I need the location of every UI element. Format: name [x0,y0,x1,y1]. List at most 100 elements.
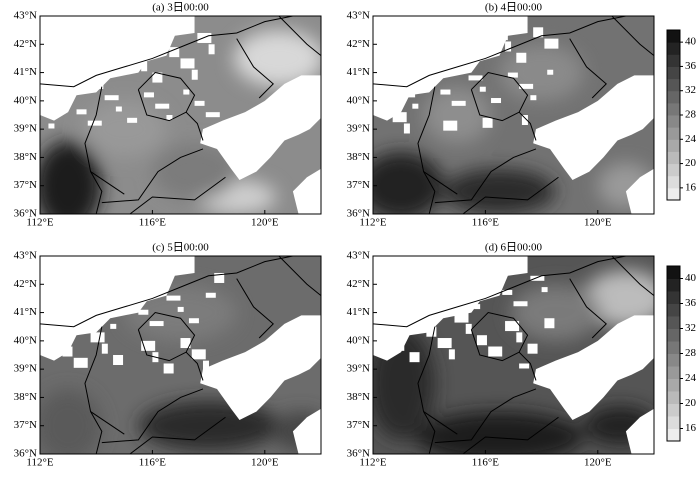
border [462,176,559,214]
missing-cell [191,349,206,360]
y-tick-label: 38°N [347,151,370,163]
missing-cell [54,86,69,92]
border [434,388,537,444]
colorbar-segment [667,416,680,429]
border [518,111,537,141]
x-tick-label: 112°E [26,217,53,229]
border [278,16,321,56]
panel-frame [39,255,322,455]
y-tick-label: 42°N [14,278,37,290]
y-tick-label: 37°N [14,419,37,431]
x-tick-label: 120°E [251,457,279,469]
field [40,256,321,454]
y-tick-label: 39°N [347,123,370,135]
missing-cell [118,38,129,49]
missing-cell [415,315,422,326]
border [90,171,125,195]
missing-cell [398,340,405,351]
missing-cell [202,360,209,371]
colorbar-segment [667,66,680,80]
missing-cell [129,49,144,60]
yellow-sea [625,408,654,454]
border [569,38,607,99]
field-blob [40,140,102,214]
y-tick-label: 43°N [347,10,370,22]
missing-cell [507,72,518,78]
missing-cell [90,52,97,63]
missing-cell [521,115,528,125]
missing-cell [76,109,87,115]
border [236,38,274,99]
bohai-sea [200,315,321,421]
map-panel: (d) 6日00:00 112°E 116°E 120°E 36°N 37°N 38°N 39… [347,242,655,469]
x-tick-label: 112°E [26,457,53,469]
field-blob [583,270,654,327]
missing-cell [51,335,58,346]
border [423,411,458,435]
missing-cell [392,112,407,123]
colorbar-tick-label: 32 [685,84,696,96]
panel-frame [372,15,655,215]
missing-cell [476,335,487,346]
x-tick-label: 116°E [139,457,166,469]
missing-cell [544,318,555,329]
missing-cell [141,340,156,351]
missing-cell [516,332,523,343]
missing-cell [166,295,181,301]
border [40,256,293,328]
field-blob [415,411,584,454]
panel-title: (b) 4日00:00 [485,2,543,14]
colorbar-segment [667,378,680,392]
missing-cell [158,35,165,46]
border [462,416,559,454]
missing-cell [124,267,139,278]
panel-title: (a) 3日00:00 [152,2,209,14]
missing-cell [51,55,62,66]
missing-cell [541,287,548,293]
colorbar-segment [667,115,680,128]
missing-cell [59,315,66,321]
missing-cell [426,47,441,58]
missing-cell [505,41,512,52]
colorbar-segment [667,328,680,342]
missing-cell [474,304,481,310]
missing-cell [457,64,468,70]
colorbar-segment [667,403,680,417]
border [101,388,204,444]
missing-cell [48,123,55,129]
border [611,256,654,296]
panel-title: (c) 5日00:00 [152,242,209,254]
missing-cell [115,287,130,293]
yellow-sea [292,168,321,214]
missing-cell [426,326,437,337]
border [40,16,293,88]
colorbar-tick-label: 16 [685,422,697,434]
border [185,111,204,141]
field-blobs [40,30,321,214]
missing-cell [110,323,117,329]
missing-cell [191,69,198,80]
colorbar-segment [667,127,680,140]
border [129,176,226,214]
missing-cell [214,272,225,283]
panel-frame [372,255,655,455]
y-tick-label: 38°N [14,391,37,403]
y-tick-label: 42°N [14,38,37,50]
missing-cell [443,120,458,131]
colorbar-segment [667,353,680,367]
border [373,256,626,328]
colorbar-segment [667,163,680,177]
field [373,256,654,454]
y-tick-label: 39°N [347,363,370,375]
colorbar-segment [667,175,680,189]
missing-cell [465,44,476,55]
border [185,351,204,381]
colorbar-segment [667,54,680,67]
missing-cell [180,338,191,349]
field-blob [373,151,444,214]
missing-cell [519,363,530,369]
map-panel: (c) 5日00:00 112°E 116°E 120°E 36°N 37°N 38°N 39… [14,242,322,469]
x-tick-label: 112°E [359,457,386,469]
border [569,278,607,339]
y-tick-label: 40°N [14,94,37,106]
